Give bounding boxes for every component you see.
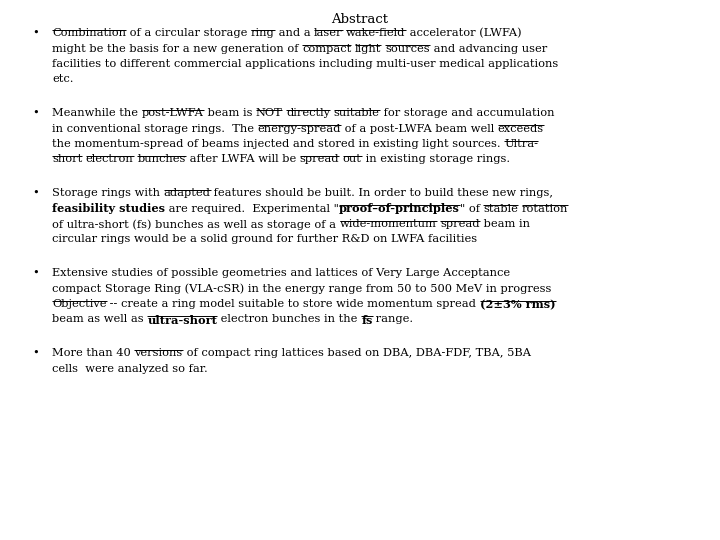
Text: range.: range. — [372, 314, 413, 325]
Text: accelerator (LWFA): accelerator (LWFA) — [405, 28, 521, 38]
Text: Meanwhile the: Meanwhile the — [52, 108, 142, 118]
Text: compact Storage Ring (VLA-cSR) in the energy range from 50 to 500 MeV in progres: compact Storage Ring (VLA-cSR) in the en… — [52, 284, 552, 294]
Text: for storage and accumulation: for storage and accumulation — [379, 108, 554, 118]
Text: (2±3% rms): (2±3% rms) — [480, 299, 556, 310]
Text: wide-momentum: wide-momentum — [340, 219, 436, 229]
Text: in existing storage rings.: in existing storage rings. — [361, 154, 510, 165]
Text: versions: versions — [135, 348, 183, 358]
Text: electron bunches in the: electron bunches in the — [217, 314, 361, 325]
Text: out: out — [343, 154, 361, 165]
Text: exceeds: exceeds — [498, 124, 544, 133]
Text: beam as well as: beam as well as — [52, 314, 148, 325]
Text: fs: fs — [361, 314, 372, 326]
Text: and a: and a — [275, 28, 314, 38]
Text: short: short — [52, 154, 82, 165]
Text: Ultra-: Ultra- — [504, 139, 539, 149]
Text: More than 40: More than 40 — [52, 348, 135, 358]
Text: of compact ring lattices based on DBA, DBA-FDF, TBA, 5BA: of compact ring lattices based on DBA, D… — [183, 348, 531, 358]
Text: ring: ring — [251, 28, 275, 38]
Text: NOT: NOT — [256, 108, 282, 118]
Text: feasibility studies: feasibility studies — [52, 204, 165, 214]
Text: laser: laser — [314, 28, 343, 38]
Text: suitable: suitable — [333, 108, 379, 118]
Text: Abstract: Abstract — [331, 13, 389, 26]
Text: sources: sources — [385, 44, 430, 53]
Text: Objective: Objective — [52, 299, 107, 309]
Text: spread: spread — [300, 154, 339, 165]
Text: Storage rings with: Storage rings with — [52, 188, 163, 198]
Text: the momentum-spread of beams injected and stored in existing light sources.: the momentum-spread of beams injected an… — [52, 139, 504, 149]
Text: stable: stable — [483, 204, 518, 213]
Text: energy-spread: energy-spread — [258, 124, 341, 133]
Text: circular rings would be a solid ground for further R&D on LWFA facilities: circular rings would be a solid ground f… — [52, 234, 477, 245]
Text: adapted: adapted — [163, 188, 210, 198]
Text: of a circular storage: of a circular storage — [126, 28, 251, 38]
Text: •: • — [32, 268, 39, 278]
Text: •: • — [32, 188, 39, 198]
Text: •: • — [32, 108, 39, 118]
Text: might be the basis for a new generation of: might be the basis for a new generation … — [52, 44, 302, 53]
Text: beam in: beam in — [480, 219, 530, 229]
Text: of a post-LWFA beam well: of a post-LWFA beam well — [341, 124, 498, 133]
Text: cells  were analyzed so far.: cells were analyzed so far. — [52, 363, 208, 374]
Text: etc.: etc. — [52, 75, 73, 84]
Text: are required.  Experimental ": are required. Experimental " — [165, 204, 339, 213]
Text: beam is: beam is — [204, 108, 256, 118]
Text: rotation: rotation — [522, 204, 568, 213]
Text: -- create a ring model suitable to store wide momentum spread: -- create a ring model suitable to store… — [107, 299, 480, 309]
Text: and advancing user: and advancing user — [430, 44, 547, 53]
Text: wake-field: wake-field — [346, 28, 405, 38]
Text: ultra-short: ultra-short — [148, 314, 217, 326]
Text: " of: " of — [460, 204, 483, 213]
Text: bunches: bunches — [138, 154, 186, 165]
Text: proof–of-principles: proof–of-principles — [339, 204, 460, 214]
Text: Combination: Combination — [52, 28, 126, 38]
Text: post-LWFA: post-LWFA — [142, 108, 204, 118]
Text: facilities to different commercial applications including multi-user medical app: facilities to different commercial appli… — [52, 59, 558, 69]
Text: in conventional storage rings.  The: in conventional storage rings. The — [52, 124, 258, 133]
Text: compact: compact — [302, 44, 351, 53]
Text: of ultra-short (fs) bunches as well as storage of a: of ultra-short (fs) bunches as well as s… — [52, 219, 340, 230]
Text: •: • — [32, 348, 39, 358]
Text: •: • — [32, 28, 39, 38]
Text: Extensive studies of possible geometries and lattices of Very Large Acceptance: Extensive studies of possible geometries… — [52, 268, 510, 278]
Text: directly: directly — [286, 108, 330, 118]
Text: electron: electron — [86, 154, 134, 165]
Text: spread: spread — [440, 219, 480, 229]
Text: light: light — [355, 44, 382, 53]
Text: features should be built. In order to build these new rings,: features should be built. In order to bu… — [210, 188, 554, 198]
Text: after LWFA will be: after LWFA will be — [186, 154, 300, 165]
